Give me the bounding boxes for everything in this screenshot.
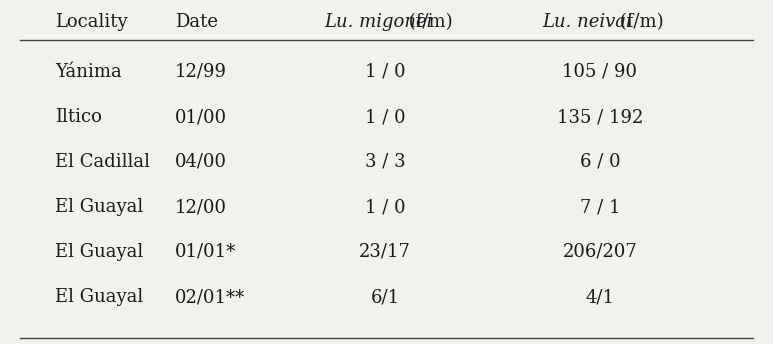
Text: Yánima: Yánima (55, 63, 122, 81)
Text: 1 / 0: 1 / 0 (365, 63, 405, 81)
Text: 105 / 90: 105 / 90 (563, 63, 638, 81)
Text: El Guayal: El Guayal (55, 243, 143, 261)
Text: Lu. neivai: Lu. neivai (543, 13, 632, 31)
Text: 4/1: 4/1 (585, 288, 615, 306)
Text: Lu. migonei: Lu. migonei (324, 13, 432, 31)
Text: 1 / 0: 1 / 0 (365, 108, 405, 126)
Text: 3 / 3: 3 / 3 (365, 153, 405, 171)
Text: 01/01*: 01/01* (175, 243, 237, 261)
Text: 6 / 0: 6 / 0 (580, 153, 620, 171)
Text: El Cadillal: El Cadillal (55, 153, 150, 171)
Text: 12/00: 12/00 (175, 198, 227, 216)
Text: 04/00: 04/00 (175, 153, 227, 171)
Text: 1 / 0: 1 / 0 (365, 198, 405, 216)
Text: 135 / 192: 135 / 192 (557, 108, 643, 126)
Text: (f/m): (f/m) (615, 13, 664, 31)
Text: (f/m): (f/m) (403, 13, 453, 31)
Text: Iltico: Iltico (55, 108, 102, 126)
Text: 01/00: 01/00 (175, 108, 227, 126)
Text: Locality: Locality (55, 13, 128, 31)
Text: 12/99: 12/99 (175, 63, 227, 81)
Text: 23/17: 23/17 (359, 243, 411, 261)
Text: 6/1: 6/1 (370, 288, 400, 306)
Text: 02/01**: 02/01** (175, 288, 245, 306)
Text: Date: Date (175, 13, 218, 31)
Text: 7 / 1: 7 / 1 (580, 198, 620, 216)
Text: El Guayal: El Guayal (55, 198, 143, 216)
Text: 206/207: 206/207 (563, 243, 638, 261)
Text: El Guayal: El Guayal (55, 288, 143, 306)
